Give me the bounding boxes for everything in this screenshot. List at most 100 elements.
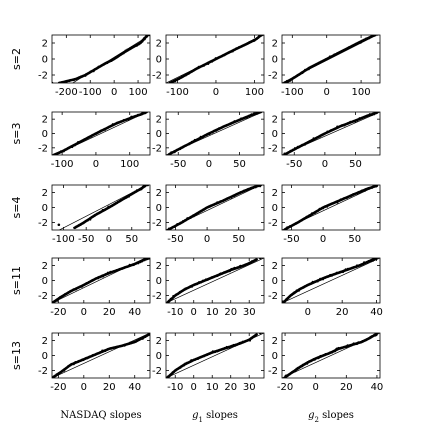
data-point (176, 367, 179, 370)
y-tick-label: 0 (42, 203, 48, 214)
data-point (296, 74, 299, 77)
data-point (181, 220, 184, 223)
x-tick-label: -50 (286, 159, 302, 170)
panel-r4-c2: -202-20 0 20 40 (268, 332, 383, 393)
data-point (110, 347, 113, 350)
data-point (132, 263, 135, 267)
x-tick-label: 20 (103, 307, 116, 318)
data-point (346, 196, 349, 199)
data-point (213, 203, 216, 206)
data-point (332, 202, 335, 205)
data-point (141, 337, 144, 340)
x-tick-label: -10 (167, 307, 183, 318)
y-tick-label: -2 (38, 143, 48, 154)
data-point (314, 211, 317, 214)
data-point (174, 293, 177, 296)
y-tick-label: -2 (38, 366, 48, 377)
data-point (193, 138, 196, 142)
x-tick-label: 0 (93, 159, 99, 170)
data-point (169, 374, 172, 377)
data-point (172, 294, 175, 298)
data-point (373, 258, 376, 261)
data-point (203, 208, 206, 211)
data-point (126, 342, 129, 346)
panel-r1-c1: -2 0 2 -50 0 50 (152, 111, 265, 170)
data-point (361, 39, 364, 42)
data-point (285, 374, 288, 377)
data-point (106, 348, 109, 351)
x-tick-label: 20 (224, 382, 237, 393)
data-point (208, 352, 211, 355)
data-point (202, 64, 205, 67)
data-point (226, 270, 229, 273)
y-tick-label: 0 (156, 351, 162, 362)
data-point (74, 361, 77, 364)
data-point (115, 346, 118, 349)
data-point (74, 288, 77, 291)
data-point (231, 50, 234, 53)
data-point (296, 145, 299, 148)
data-point (186, 286, 189, 290)
data-point (130, 46, 133, 49)
data-point (307, 68, 310, 71)
data-point (114, 56, 117, 59)
data-point (364, 115, 367, 118)
x-tick-label: 100 (245, 87, 264, 98)
y-tick-label: 0 (42, 129, 48, 140)
outlier-point (146, 185, 150, 187)
outlier-point (259, 333, 262, 335)
data-point (337, 346, 340, 350)
data-point (67, 147, 70, 150)
x-tick-label: -100 (166, 87, 189, 98)
y-tick-label: 0 (272, 129, 278, 140)
data-point (219, 200, 222, 203)
x-tick-label: 0 (204, 234, 210, 245)
data-point (252, 260, 255, 263)
x-tick-label: 0 (81, 307, 87, 318)
data-point (62, 150, 65, 153)
data-point (176, 223, 179, 226)
x-tick-label: 0 (111, 87, 117, 98)
data-point (99, 64, 103, 67)
data-point (223, 54, 226, 57)
x-tick-label: 0 (191, 382, 197, 393)
panel-r1-c0: -2 0 2 -100 0 100 (38, 111, 151, 170)
data-point (246, 262, 249, 266)
x-tick-label: 0 (213, 87, 219, 98)
data-point (319, 354, 322, 358)
data-point (59, 150, 63, 153)
y-tick-label: 2 (42, 336, 48, 347)
data-point (353, 266, 356, 269)
data-point (317, 61, 321, 64)
data-point (65, 366, 68, 370)
data-point (112, 57, 115, 60)
data-point (310, 212, 314, 215)
data-point (302, 217, 306, 220)
x-tick-label: 50 (125, 234, 138, 245)
data-point (53, 374, 57, 377)
data-point (148, 258, 150, 260)
data-point (233, 194, 236, 197)
y-tick-label: 2 (42, 188, 48, 199)
data-point (217, 349, 220, 352)
y-tick-label: -2 (38, 71, 48, 82)
data-point (214, 350, 217, 354)
x-tick-label: 0 (81, 382, 87, 393)
data-point (99, 276, 102, 279)
data-point (355, 119, 359, 122)
data-point (221, 347, 224, 350)
data-point (184, 219, 187, 222)
x-tick-label: 0 (322, 159, 328, 170)
data-point (170, 80, 173, 83)
data-point (174, 369, 178, 372)
data-point (123, 344, 126, 347)
data-point (352, 342, 355, 345)
data-point (132, 116, 135, 119)
x-tick-label: -20 (277, 382, 293, 393)
data-point (106, 271, 109, 274)
y-tick-label: -2 (38, 291, 48, 302)
data-point (216, 201, 219, 204)
data-point (119, 199, 122, 202)
data-point (101, 275, 105, 278)
data-point (317, 357, 320, 360)
